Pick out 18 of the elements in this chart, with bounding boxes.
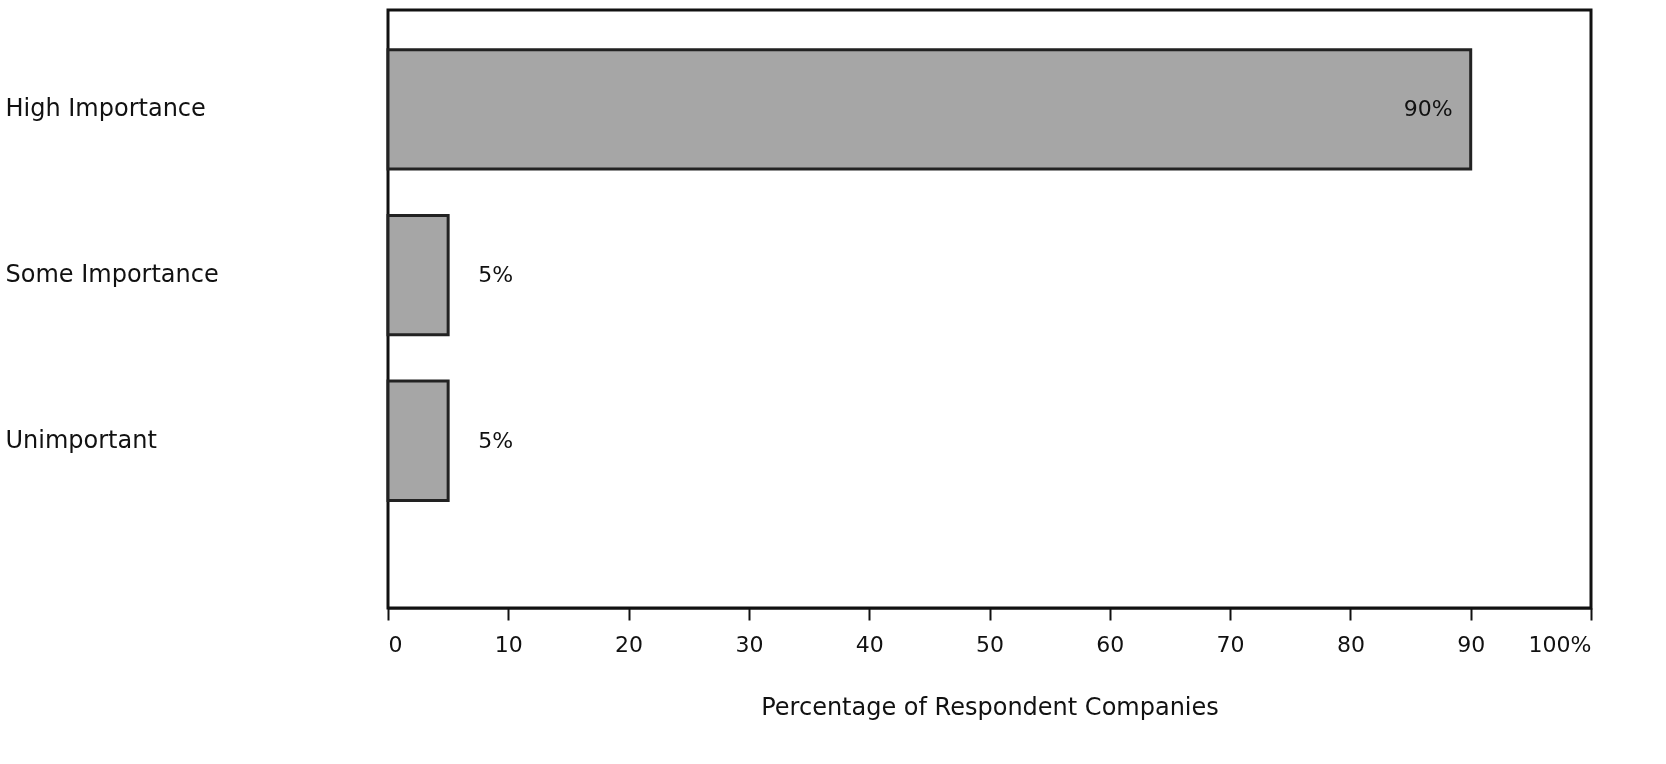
data-label: 5% — [478, 427, 514, 453]
x-tick-label: 80 — [1336, 631, 1365, 657]
x-tick-label: 90 — [1457, 631, 1486, 657]
x-tick-label: 40 — [855, 631, 884, 657]
x-tick-label: 20 — [615, 631, 644, 657]
x-tick-label: 100% — [1528, 631, 1592, 657]
x-tick-label: 60 — [1096, 631, 1125, 657]
x-tick-label: 70 — [1216, 631, 1245, 657]
y-tick-label: Some Importance — [5, 260, 219, 289]
x-tick-label: 0 — [388, 631, 403, 657]
x-tick-label: 10 — [494, 631, 523, 657]
data-label: 90% — [1403, 96, 1453, 122]
x-tick-label: 30 — [735, 631, 764, 657]
x-axis-title: Percentage of Respondent Companies — [761, 692, 1219, 721]
y-tick-label: High Importance — [5, 94, 206, 123]
data-label: 5% — [478, 262, 514, 288]
y-tick-label: Unimportant — [5, 425, 157, 454]
x-tick-label: 50 — [976, 631, 1004, 657]
